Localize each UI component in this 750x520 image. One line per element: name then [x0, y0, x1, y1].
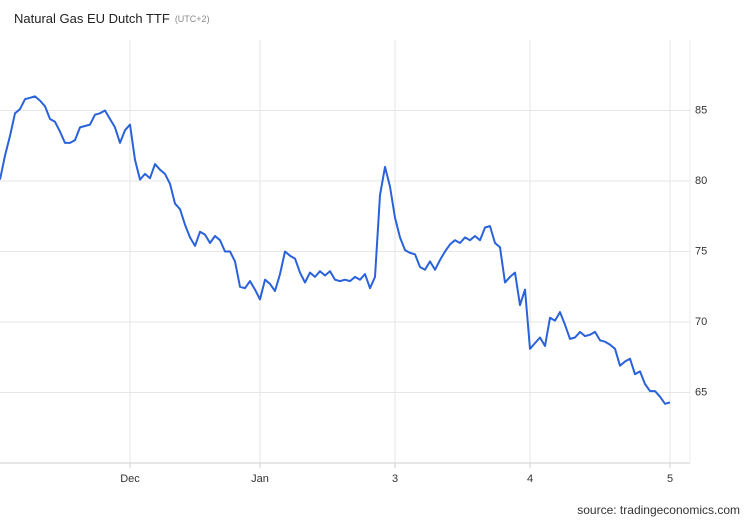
x-tick-label: Jan	[251, 473, 269, 485]
y-tick-label: 65	[695, 386, 707, 398]
chart-title: Natural Gas EU Dutch TTF (UTC+2)	[14, 11, 210, 26]
y-tick-label: 80	[695, 175, 707, 187]
x-tick-label: 4	[527, 473, 533, 485]
y-tick-label: 85	[695, 104, 707, 116]
x-tick-label: 3	[392, 473, 398, 485]
title: Natural Gas EU Dutch TTF	[14, 11, 170, 26]
y-tick-label: 70	[695, 316, 707, 328]
subtitle: (UTC+2)	[175, 14, 210, 24]
price-line	[0, 95, 671, 405]
x-tick-label: 5	[667, 473, 673, 485]
x-tick-label: Dec	[120, 473, 140, 485]
source: source: tradingeconomics.com	[577, 503, 740, 517]
y-tick-label: 75	[695, 245, 707, 257]
